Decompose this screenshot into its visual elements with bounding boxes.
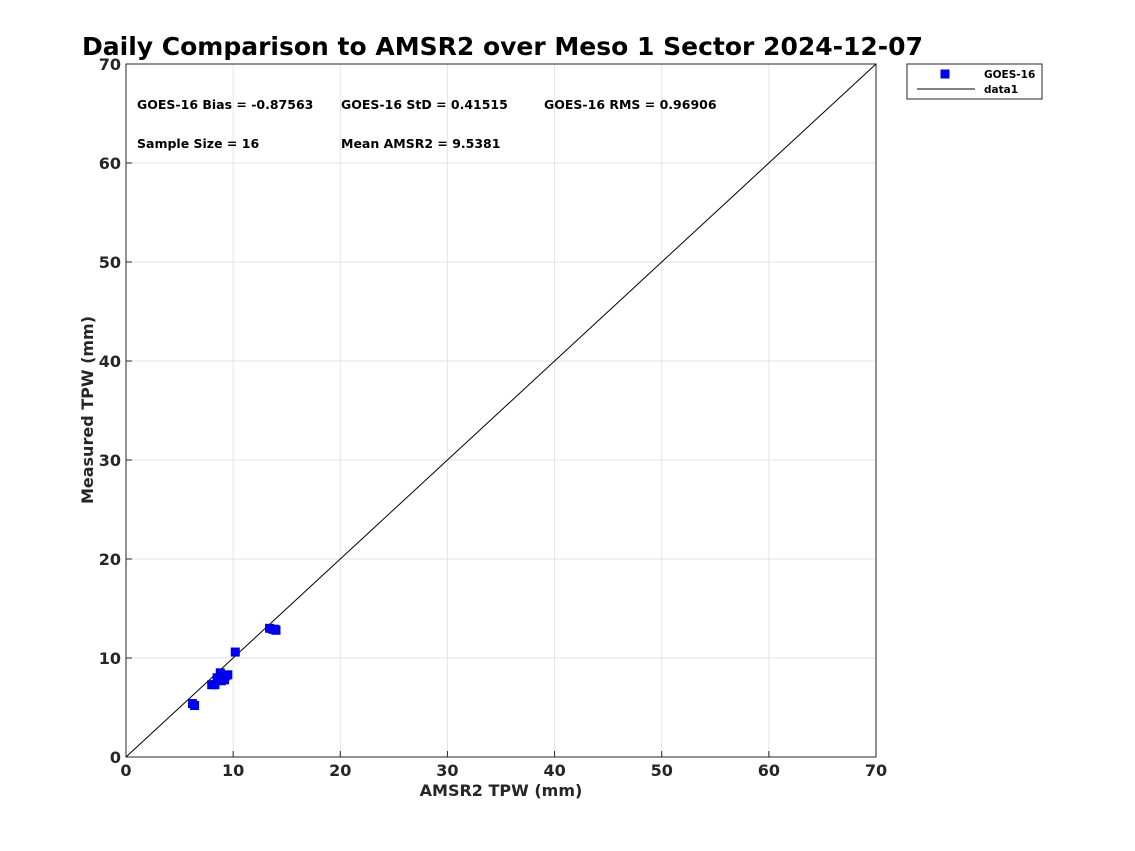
legend-box [906,63,1043,100]
stat-mean-amsr2: Mean AMSR2 = 9.5381 [341,136,500,151]
x-axis: 0 10 20 30 40 50 60 70 [120,751,887,780]
y-tick-label: 0 [110,748,121,767]
legend: GOES-16 data1 [906,63,1043,100]
x-tick-label: 40 [543,761,565,780]
stat-sample-size: Sample Size = 16 [137,136,259,151]
x-tick-label: 60 [758,761,780,780]
stat-std: GOES-16 StD = 0.41515 [341,97,508,112]
data-point [190,701,200,711]
series-goes16 [187,623,281,711]
y-tick-label: 60 [99,154,121,173]
x-tick-label: 20 [329,761,351,780]
series-data1 [125,63,877,758]
y-tick-label: 40 [99,352,121,371]
y-tick-label: 30 [99,451,121,470]
stats-annotations: GOES-16 Bias = -0.87563 GOES-16 StD = 0.… [137,97,717,151]
y-tick-label: 70 [99,55,121,74]
x-tick-label: 0 [120,761,131,780]
legend-data1-label: data1 [984,84,1018,96]
x-tick-label: 30 [436,761,458,780]
y-axis: 0 10 20 30 40 50 60 70 [99,55,132,767]
y-axis-label: Measured TPW (mm) [78,316,97,504]
grid [126,64,876,757]
y-tick-label: 50 [99,253,121,272]
chart-title: Daily Comparison to AMSR2 over Meso 1 Se… [82,32,923,61]
legend-goes16-marker [940,69,950,79]
legend-goes16-label: GOES-16 [984,69,1035,81]
stat-rms: GOES-16 RMS = 0.96906 [544,97,717,112]
x-axis-label: AMSR2 TPW (mm) [420,781,583,800]
data-point [221,671,231,681]
data-point [270,624,280,634]
x-tick-label: 10 [222,761,244,780]
data-point [230,647,240,657]
plot-area [125,63,877,758]
y-tick-label: 10 [99,649,121,668]
one-to-one-line [125,63,877,758]
x-tick-label: 70 [865,761,887,780]
stat-bias: GOES-16 Bias = -0.87563 [137,97,313,112]
y-tick-label: 20 [99,550,121,569]
x-tick-label: 50 [651,761,673,780]
